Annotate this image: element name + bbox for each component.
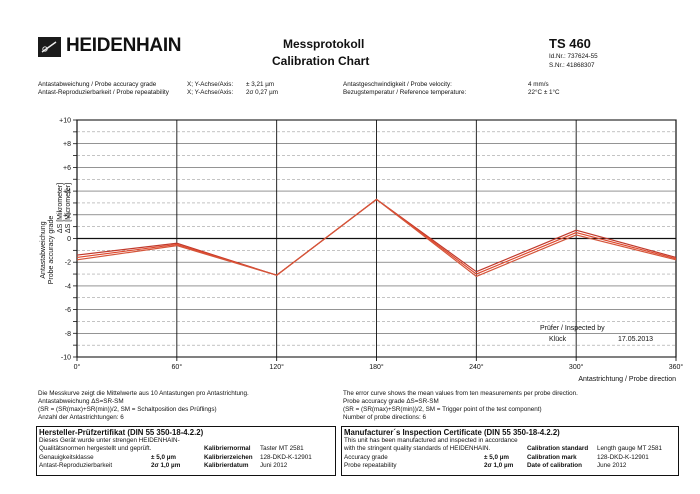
y-tick-label: +4 [63, 189, 71, 196]
note-de-2: Antastabweichung ΔS=SR-SM [38, 398, 124, 405]
y-axis-tick-labels: +10 +8 +6 +4 +2 0 -2 -4 -6 -8 -10 [59, 118, 71, 362]
calibration-date-value: June 2012 [597, 462, 627, 469]
certificate-de-line: Dieses Gerät wurde unter strengen HEIDEN… [39, 437, 180, 444]
spec-value: ± 3,21 µm [246, 81, 275, 88]
calibration-chart: +10 +8 +6 +4 +2 0 -2 -4 -6 -8 -10 0° 60° 120° 180° 240… [40, 118, 684, 384]
calibration-standard-value: Taster MT 2581 [260, 445, 304, 452]
spec-axis: X; Y-Achse/Axis: [187, 81, 234, 88]
spec-label: Antastgeschwindigkeit / Probe velocity: [343, 81, 452, 88]
y-tick-label: +8 [63, 141, 71, 148]
inspected-by-label: Prüfer / Inspected by [540, 325, 605, 332]
x-tick-label: 0° [74, 363, 81, 371]
repeatability-value: 2σ 1,0 µm [484, 462, 514, 469]
chart-grid [73, 119, 677, 361]
y-tick-label: -8 [65, 331, 71, 338]
calibration-standard-label: Kalibriernormal [204, 445, 251, 452]
spec-label: Bezugstemperatur / Reference temperature… [343, 89, 467, 96]
note-de-3: (SR = (SR(max)+SR(min))/2, SM = Schaltpo… [38, 406, 217, 413]
y-tick-label: 0 [67, 236, 71, 243]
y-tick-label: -6 [65, 307, 71, 314]
certificate-en-line: with the stringent quality standards of … [344, 445, 491, 452]
repeatability-value: 2σ 1,0 µm [151, 462, 181, 469]
y-axis-label-mid: Probe accuracy grade [48, 216, 55, 285]
certificate-de-box [36, 426, 336, 476]
x-tick-label: 240° [469, 363, 484, 371]
spec-value: 2σ 0,27 µm [246, 89, 279, 96]
calibration-date-value: Juni 2012 [260, 462, 288, 469]
accuracy-label: Accuracy grade [344, 454, 388, 461]
certificate-de-line: Qualitätsnormen hergestellt und geprüft. [39, 445, 152, 452]
certificate-en-box [341, 426, 679, 476]
y-tick-label: -4 [65, 283, 71, 290]
y-axis-label-outer: Antastabweichung [40, 221, 47, 278]
x-tick-label: 60° [172, 363, 183, 371]
calibration-mark-label: Calibration mark [527, 454, 577, 461]
inspection-date: 17.05.2013 [618, 336, 653, 343]
y-tick-label: -2 [65, 260, 71, 267]
spec-label: Antast-Reproduzierbarkeit / Probe repeat… [38, 89, 169, 96]
note-en-3: (SR = (SR(max)+SR(min))/2, SM = Trigger … [343, 406, 542, 413]
y-tick-label: +6 [63, 165, 71, 172]
note-en-1: The error curve shows the mean values fr… [343, 390, 578, 397]
calibration-mark-label: Kalibrierzeichen [204, 454, 253, 461]
calibration-mark-value: 128-DKD-K-12901 [597, 454, 649, 461]
calibration-date-label: Kalibrierdatum [204, 462, 249, 469]
x-tick-label: 180° [369, 363, 384, 371]
accuracy-value: ± 5,0 µm [484, 454, 509, 461]
calibration-date-label: Date of calibration [527, 462, 582, 469]
chart-series [76, 198, 677, 278]
certificate-de-title: Hersteller-Prüfzertifikat (DIN 55 350-18… [39, 428, 204, 437]
certificate-en-line: This unit has been manufactured and insp… [344, 437, 518, 444]
note-en-2: Probe accuracy grade ΔS=SR-SM [343, 398, 439, 405]
id-number: Id.Nr.: 737624-55 [549, 53, 598, 60]
brand-name: HEIDENHAIN [66, 35, 182, 56]
repeatability-label: Probe repeatability [344, 462, 397, 469]
calibration-standard-value: Length gauge MT 2581 [597, 445, 663, 452]
inspector-name: Klück [549, 336, 567, 343]
x-tick-label: 360° [669, 363, 684, 371]
x-axis-tick-labels: 0° 60° 120° 180° 240° 300° 360° [74, 363, 684, 371]
model-number: TS 460 [549, 36, 591, 51]
note-de-4: Anzahl der Antastrichtungen: 6 [38, 414, 124, 421]
certificate-en-title: Manufacturer´s Inspection Certificate (D… [344, 428, 560, 437]
y-axis-label-de: ΔS [Mikrometer] [57, 183, 64, 233]
spec-value: 22°C ± 1°C [528, 89, 560, 96]
spec-axis: X; Y-Achse/Axis: [187, 89, 234, 96]
heidenhain-logo-icon [38, 37, 61, 57]
x-tick-label: 300° [569, 363, 584, 371]
title-de: Messprotokoll [283, 37, 365, 51]
series-line-3 [76, 198, 677, 278]
note-de-1: Die Messkurve zeigt die Mittelwerte aus … [38, 390, 249, 397]
x-axis-label: Antastrichtung / Probe direction [578, 376, 676, 383]
accuracy-label: Genauigkeitsklasse [39, 454, 94, 461]
calibration-mark-value: 128-DKD-K-12901 [260, 454, 312, 461]
serial-number: S.Nr.: 41868307 [549, 62, 595, 69]
spec-value: 4 mm/s [528, 81, 549, 88]
spec-label: Antastabweichung / Probe accuracy grade [38, 81, 157, 88]
accuracy-value: ± 5,0 µm [151, 454, 176, 461]
title-en: Calibration Chart [272, 54, 370, 68]
calibration-standard-label: Calibration standard [527, 445, 589, 452]
repeatability-label: Antast-Reproduzierbarkeit [39, 462, 113, 469]
y-tick-label: +2 [63, 212, 71, 219]
y-tick-label: -10 [61, 355, 71, 362]
note-en-4: Number of probe directions: 6 [343, 414, 426, 421]
y-tick-label: +10 [59, 118, 71, 125]
y-axis-label-en: ΔS [Micrometer] [65, 183, 72, 233]
x-tick-label: 120° [269, 363, 284, 371]
